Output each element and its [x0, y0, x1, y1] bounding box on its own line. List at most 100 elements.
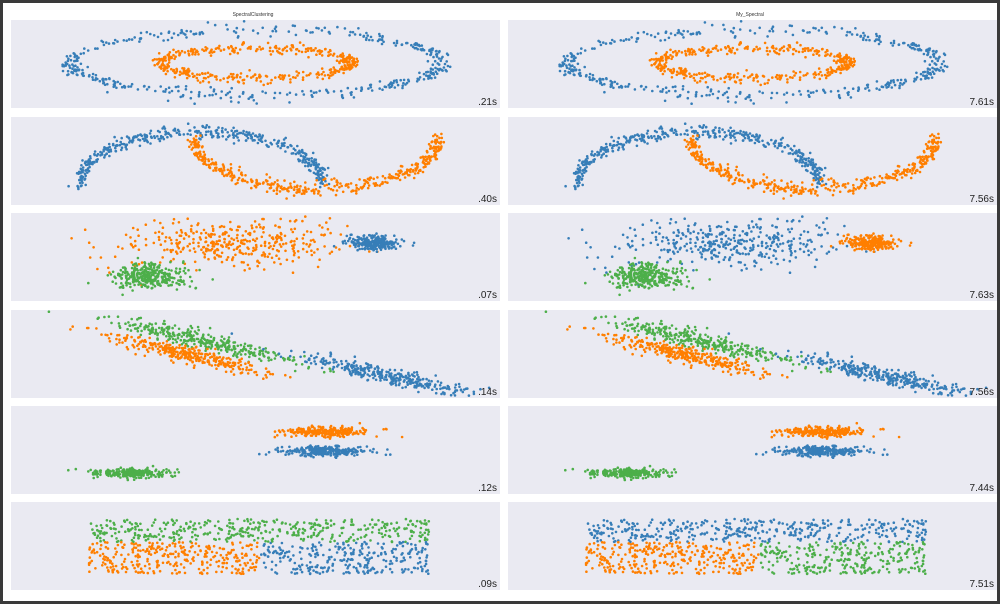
scatter-point	[164, 88, 168, 91]
scatter-point	[379, 371, 383, 375]
scatter-point	[62, 64, 66, 67]
scatter-point	[368, 250, 371, 253]
scatter-point	[415, 519, 419, 523]
scatter-point	[231, 47, 235, 51]
scatter-point	[193, 47, 196, 51]
scatter-point	[307, 358, 311, 362]
scatter-point	[184, 88, 188, 91]
scatter-point	[296, 144, 299, 148]
scatter-point	[423, 531, 427, 535]
scatter-point	[129, 236, 132, 239]
scatter-point	[125, 518, 129, 522]
scatter-point	[269, 53, 273, 56]
scatter-point	[168, 354, 172, 358]
scatter-point	[434, 145, 437, 149]
scatter-point	[328, 217, 332, 220]
scatter-point	[145, 468, 149, 472]
scatter-point	[183, 353, 186, 357]
scatter-point	[222, 77, 225, 80]
scatter-point	[192, 559, 195, 563]
scatter-point	[302, 155, 305, 158]
scatter-point	[276, 144, 280, 148]
scatter-point	[189, 228, 193, 231]
scatter-point	[225, 258, 229, 261]
scatter-point	[318, 224, 321, 227]
scatter-point	[276, 179, 279, 182]
scatter-point	[335, 180, 339, 184]
scatter-point	[293, 239, 296, 243]
scatter-point	[192, 527, 195, 531]
scatter-point	[156, 62, 159, 66]
scatter-point	[291, 259, 295, 263]
scatter-point	[227, 344, 231, 347]
scatter-point	[258, 76, 261, 79]
scatter-point	[130, 467, 134, 471]
scatter-point	[162, 347, 165, 351]
scatter-point	[262, 251, 265, 254]
scatter-point	[178, 279, 181, 283]
scatter-point	[185, 521, 188, 525]
scatter-point	[84, 174, 87, 178]
scatter-point	[361, 432, 365, 435]
scatter-point	[265, 173, 269, 176]
scatter-point	[330, 178, 333, 181]
scatter-point	[264, 367, 268, 370]
scatter-point	[250, 135, 254, 139]
scatter-point	[283, 179, 286, 182]
scatter-point	[249, 558, 252, 562]
scatter-point	[213, 537, 216, 541]
scatter-point	[302, 191, 306, 195]
scatter-point	[427, 386, 430, 389]
scatter-point	[197, 328, 200, 332]
scatter-point	[312, 192, 316, 195]
scatter-point	[163, 90, 167, 93]
scatter-point	[427, 142, 431, 146]
scatter-point	[160, 475, 164, 478]
scatter-point	[118, 143, 122, 147]
scatter-point	[181, 261, 185, 265]
scatter-point	[340, 426, 343, 430]
scatter-point	[267, 450, 271, 454]
scatter-point	[226, 524, 229, 528]
scatter-point	[403, 176, 407, 179]
scatter-point	[367, 87, 370, 90]
scatter-point	[123, 85, 127, 89]
scatter-point	[133, 239, 137, 243]
scatter-point	[236, 132, 239, 136]
scatter-point	[276, 434, 279, 437]
scatter-point	[168, 236, 171, 239]
scatter-point	[235, 26, 239, 30]
scatter-point	[307, 161, 311, 165]
scatter-point	[338, 68, 342, 71]
scatter-point	[86, 171, 89, 174]
scatter-point	[391, 242, 395, 245]
scatter-point	[222, 168, 226, 172]
scatter-point	[88, 73, 91, 77]
scatter-point	[329, 352, 333, 356]
scatter-point	[270, 78, 273, 82]
scatter-point	[298, 190, 301, 194]
scatter-point	[387, 83, 391, 87]
scatter-point	[92, 476, 95, 480]
scatter-point	[285, 45, 289, 48]
scatter-point	[197, 95, 201, 98]
scatter-point	[269, 372, 272, 376]
scatter-point	[318, 541, 321, 544]
scatter-point	[313, 240, 316, 244]
scatter-point	[381, 174, 385, 178]
scatter-point	[340, 526, 343, 530]
scatter-point	[343, 239, 347, 243]
scatter-point	[418, 71, 421, 75]
scatter-point	[223, 558, 226, 562]
scatter-point	[170, 55, 173, 59]
scatter-point	[153, 341, 156, 345]
scatter-point	[103, 83, 107, 87]
scatter-point	[112, 85, 115, 89]
scatter-point	[363, 247, 366, 251]
scatter-point	[102, 148, 106, 151]
scatter-point	[182, 246, 185, 250]
scatter-point	[434, 374, 438, 377]
scatter-point	[253, 184, 257, 188]
scatter-point	[199, 358, 202, 362]
scatter-point	[399, 78, 403, 82]
